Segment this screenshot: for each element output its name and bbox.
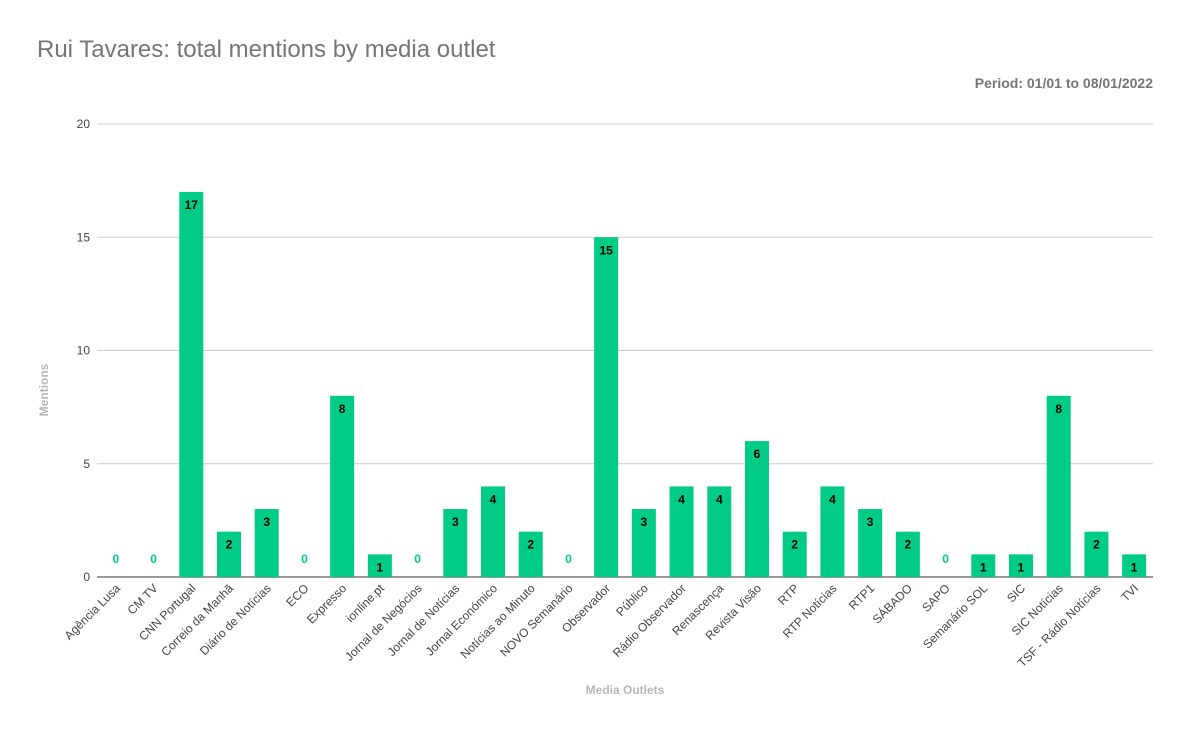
data-label: 8 [1055,402,1062,416]
data-label: 4 [490,492,497,506]
y-tick-label: 20 [77,117,91,131]
bar [1046,395,1071,577]
data-label: 0 [301,552,308,566]
data-label: 2 [226,538,233,552]
data-label: 4 [678,492,685,506]
data-label: 3 [263,515,270,529]
data-label: 1 [980,560,987,574]
y-axis-ticks: 0 5 10 15 20 [77,117,91,584]
bar [1084,531,1109,577]
bar [858,509,883,577]
bar [820,486,845,577]
bar [895,531,920,577]
bar [254,509,279,577]
y-tick-label: 15 [77,230,91,244]
bar [330,395,355,577]
data-label: 1 [377,560,384,574]
data-label: 0 [414,552,421,566]
chart-title: Rui Tavares: total mentions by media out… [37,36,496,63]
value-labels: 0 0 17 2 3 0 8 1 0 3 4 2 0 15 3 4 4 6 2 4 3 2 0 1 1 8 2 1 [113,198,1138,574]
x-tick-label: Agência Lusa [62,581,124,643]
bar [518,531,543,577]
data-label: 1 [1131,560,1138,574]
bar [631,509,656,577]
bar [367,554,392,577]
data-label: 4 [829,492,836,506]
bar [481,486,505,577]
bars [179,191,1147,577]
bar [443,509,468,577]
x-tick-label: SAPO [919,581,952,614]
bar [179,191,204,577]
data-label: 3 [641,515,648,529]
data-label: 3 [867,515,874,529]
data-label: 6 [754,447,761,461]
x-tick-label: Expresso [304,581,350,627]
data-label: 0 [150,552,157,566]
bar [707,486,732,577]
data-label: 2 [791,538,798,552]
x-tick-label: Semanário SOL [920,581,991,652]
bar [782,531,807,577]
x-tick-label: RTP [775,581,802,608]
data-label: 3 [452,515,459,529]
bar [1009,554,1033,577]
x-tick-label: SIC [1004,581,1028,605]
data-label: 2 [905,538,912,552]
x-tick-label: ECO [283,581,311,609]
data-label: 1 [1018,560,1025,574]
data-label: 8 [339,402,346,416]
chart-subtitle: Period: 01/01 to 08/01/2022 [974,75,1153,91]
data-label: 2 [1093,538,1100,552]
data-label: 4 [716,492,723,506]
y-tick-label: 0 [83,570,90,584]
data-label: 0 [565,552,572,566]
y-tick-label: 5 [83,457,90,471]
bar [1122,554,1147,577]
x-tick-label: Diário de Notícias [197,581,274,658]
x-tick-label: TVI [1118,581,1141,604]
data-label: 0 [942,552,949,566]
y-axis-title: Mentions [37,363,51,416]
data-label: 0 [113,552,120,566]
bar [971,554,996,577]
x-tick-label: RTP1 [846,581,878,613]
bar [669,486,694,577]
x-tick-label: CM TV [125,581,161,617]
data-label: 2 [527,538,534,552]
bar [745,441,769,577]
data-label: 17 [185,198,199,212]
data-label: 15 [599,243,613,257]
y-tick-label: 10 [77,344,91,358]
x-axis-title: Media Outlets [586,683,665,697]
bar [217,531,241,577]
x-tick-label: SÁBADO [869,581,915,627]
bar [594,237,619,577]
